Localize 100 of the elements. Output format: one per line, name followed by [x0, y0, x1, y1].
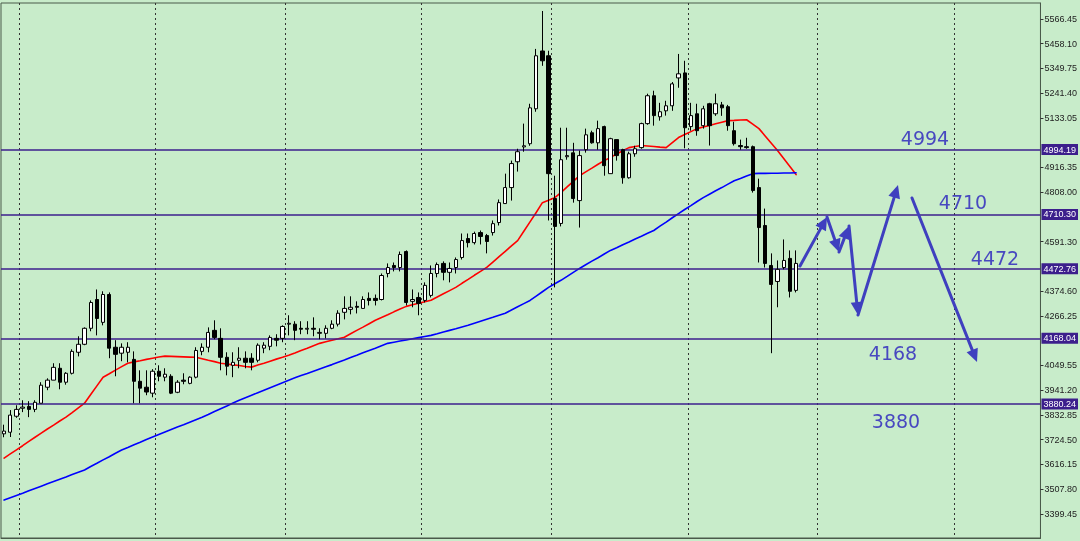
- candlestick: [676, 53, 681, 89]
- candlestick: [132, 350, 136, 404]
- candlestick: [27, 400, 31, 418]
- y-tick-label: 3832.85: [1044, 409, 1078, 420]
- candlestick: [181, 372, 186, 385]
- candlestick: [256, 342, 260, 363]
- y-tick-label: 4591.30: [1044, 236, 1078, 247]
- candlestick: [701, 105, 705, 130]
- candlestick: [757, 178, 761, 263]
- candlestick: [621, 148, 625, 185]
- candlestick: [652, 90, 656, 127]
- candlestick: [751, 145, 755, 194]
- y-tick-label: 4049.55: [1044, 360, 1078, 371]
- ref-line-label: 4994.19: [1043, 144, 1077, 155]
- candlestick: [237, 346, 241, 369]
- candlestick: [515, 148, 520, 173]
- candlestick: [231, 351, 235, 378]
- candlestick: [361, 295, 365, 309]
- annotation: 4994: [900, 126, 950, 149]
- candlestick: [2, 424, 6, 438]
- y-tick-label: 5133.05: [1044, 112, 1078, 123]
- candlestick: [39, 381, 43, 404]
- candlestick: [788, 249, 792, 298]
- candlestick: [404, 249, 408, 306]
- ref-line-label: 3880.24: [1043, 399, 1077, 410]
- annotation: 4472: [970, 246, 1020, 269]
- candlestick: [268, 334, 272, 351]
- candlestick: [769, 252, 773, 354]
- candlestick: [658, 102, 662, 122]
- candlestick: [20, 399, 25, 413]
- candlestick: [392, 262, 396, 272]
- candlestick: [8, 409, 12, 438]
- candlestick: [324, 324, 328, 339]
- candlestick: [101, 290, 105, 326]
- candlestick: [218, 327, 223, 371]
- candlestick: [225, 351, 229, 376]
- y-tick-label: 4266.25: [1044, 310, 1078, 321]
- annotation: 4168: [868, 342, 918, 365]
- candlestick: [509, 160, 514, 202]
- candlestick: [571, 142, 575, 204]
- candlestick: [89, 299, 93, 332]
- ref-line-label: 4472.76: [1043, 263, 1077, 274]
- candlestick: [311, 316, 316, 337]
- candlestick: [293, 320, 297, 341]
- ref-line-label: 4168.04: [1043, 333, 1077, 344]
- candlestick: [478, 230, 483, 245]
- candlestick: [317, 327, 322, 340]
- candlestick: [386, 262, 390, 278]
- y-tick-label: 3941.20: [1044, 385, 1078, 396]
- candlestick: [466, 232, 470, 248]
- candlestick: [429, 264, 433, 298]
- candlestick: [720, 101, 724, 117]
- candlestick: [175, 379, 180, 394]
- candlestick: [782, 238, 786, 270]
- candlestick: [590, 130, 594, 145]
- candlestick: [763, 208, 767, 269]
- candlestick: [775, 259, 780, 308]
- candlestick: [157, 364, 161, 382]
- candlestick: [188, 375, 192, 385]
- candlestick: [577, 150, 582, 229]
- candlestick: [472, 231, 476, 245]
- candlestick: [528, 103, 532, 147]
- candlestick: [565, 127, 569, 161]
- candlestick: [70, 348, 74, 375]
- y-tick-label: 3724.50: [1044, 434, 1078, 445]
- candlestick: [584, 128, 588, 154]
- candlestick: [491, 219, 495, 237]
- candlestick: [169, 373, 173, 395]
- candlestick: [398, 251, 402, 272]
- candlestick: [497, 198, 501, 226]
- y-tick-label: 4374.60: [1044, 286, 1078, 297]
- candlestick: [163, 367, 167, 382]
- candlestick: [194, 346, 198, 379]
- y-tick-label: 5241.40: [1044, 88, 1078, 99]
- candlestick: [200, 342, 204, 356]
- candlestick: [262, 341, 266, 354]
- annotation: 4710: [938, 191, 988, 214]
- candlestick: [454, 256, 458, 274]
- line-series: [3, 171, 797, 501]
- candlestick: [522, 123, 526, 153]
- candlestick: [126, 341, 130, 363]
- candlestick: [33, 399, 37, 413]
- candlestick: [299, 320, 303, 335]
- candlestick: [14, 404, 19, 419]
- candlestick: [670, 81, 674, 112]
- candlestick: [355, 300, 359, 314]
- y-tick-label: 4808.00: [1044, 187, 1078, 198]
- candlestick: [435, 262, 439, 278]
- candlestick: [107, 291, 111, 359]
- y-tick-label: 3507.80: [1044, 484, 1078, 495]
- candlestick: [336, 309, 340, 327]
- candlestick: [534, 48, 538, 113]
- candlestick: [287, 314, 291, 336]
- candlestick: [602, 125, 606, 177]
- candlestick: [695, 103, 699, 137]
- ref-line-label: 4710.30: [1043, 209, 1077, 220]
- candlestick: [330, 319, 334, 330]
- candlestick: [305, 320, 309, 335]
- y-tick-label: 3399.45: [1044, 508, 1078, 519]
- candlestick: [58, 362, 62, 390]
